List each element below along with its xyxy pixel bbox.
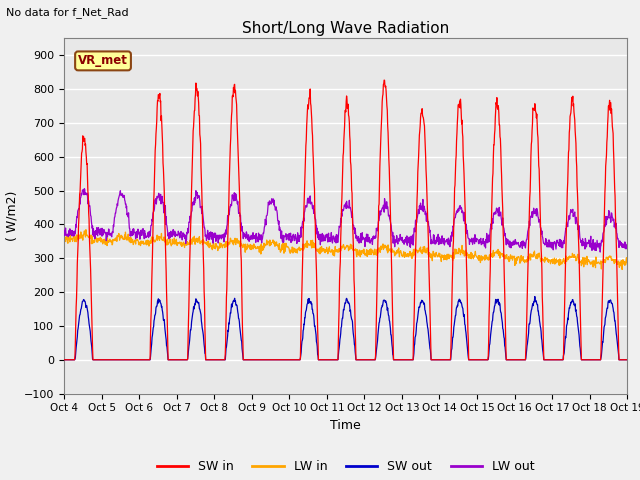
Text: VR_met: VR_met — [78, 54, 128, 67]
Title: Short/Long Wave Radiation: Short/Long Wave Radiation — [242, 21, 449, 36]
X-axis label: Time: Time — [330, 419, 361, 432]
Legend: SW in, LW in, SW out, LW out: SW in, LW in, SW out, LW out — [152, 455, 540, 478]
Text: No data for f_Net_Rad: No data for f_Net_Rad — [6, 7, 129, 18]
Y-axis label: ( W/m2): ( W/m2) — [5, 191, 19, 241]
